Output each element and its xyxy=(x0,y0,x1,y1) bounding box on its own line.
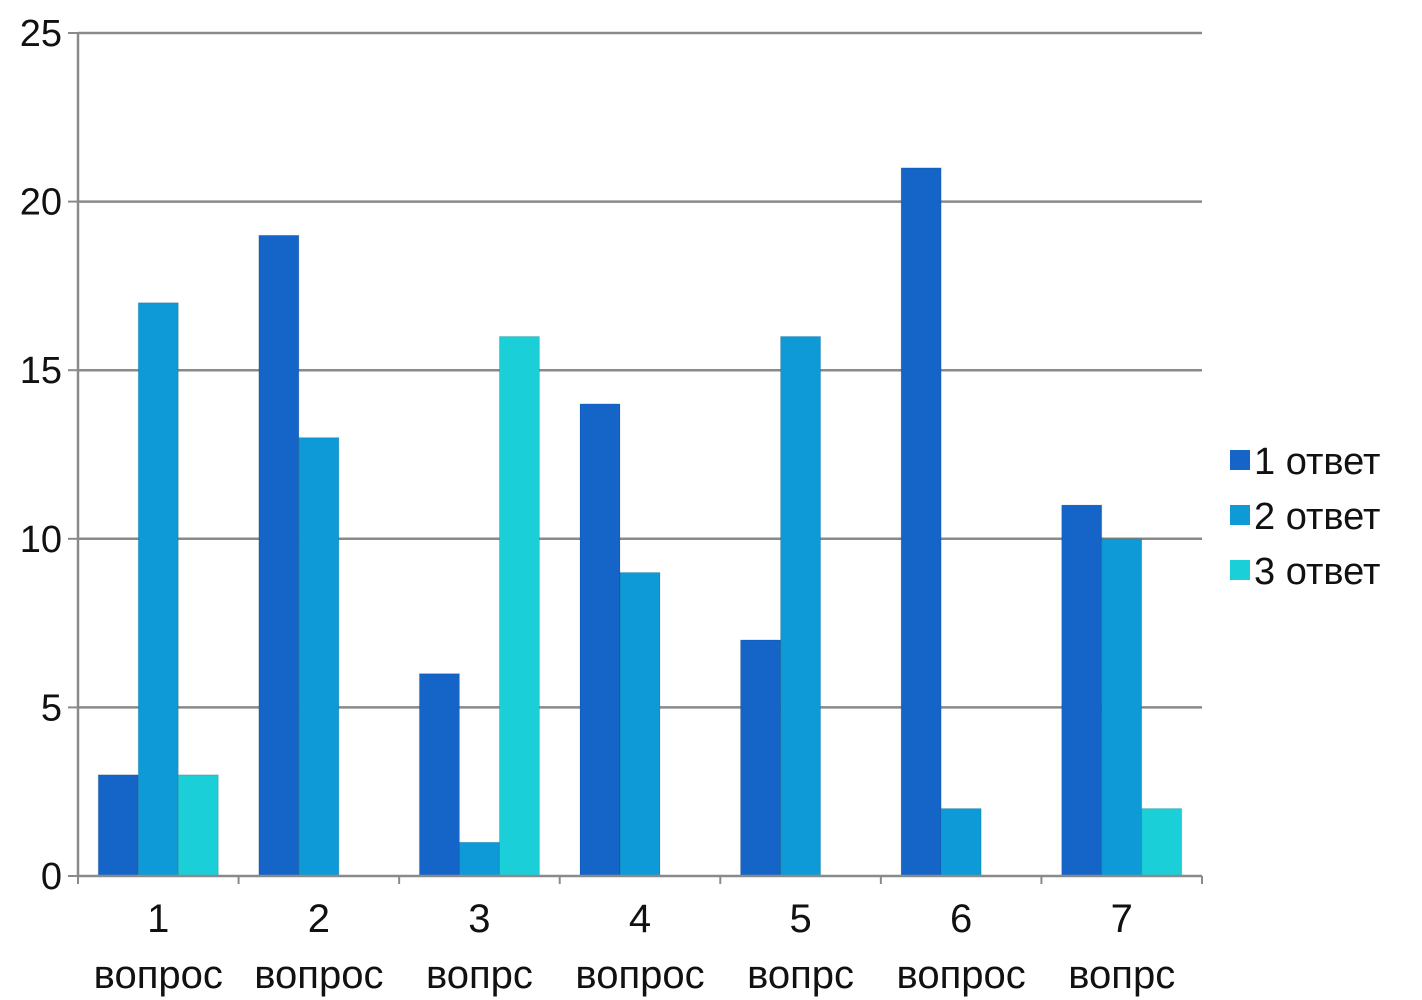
bar-2-2 xyxy=(298,437,340,877)
bar-3-3 xyxy=(498,335,540,877)
legend-label-2: 2 ответ xyxy=(1254,496,1380,538)
y-tick-label: 20 xyxy=(20,182,62,224)
y-tick-label: 5 xyxy=(41,687,62,729)
bar-1-2 xyxy=(137,302,179,877)
bars xyxy=(97,167,1183,877)
category-word-label: вопрс xyxy=(747,953,854,997)
category-number-label: 7 xyxy=(1111,897,1133,941)
category-word-label: вопрс xyxy=(426,953,533,997)
bar-7-3 xyxy=(1141,808,1183,877)
category-number-label: 4 xyxy=(629,897,651,941)
bar-1-1 xyxy=(97,774,139,877)
bar-4-2 xyxy=(619,572,661,877)
bar-5-2 xyxy=(780,335,822,877)
bar-6-1 xyxy=(900,167,942,877)
legend-swatch-3 xyxy=(1230,560,1250,580)
y-tick-label: 10 xyxy=(20,519,62,561)
category-word-label: вопрос xyxy=(897,953,1026,997)
category-number-label: 3 xyxy=(468,897,490,941)
category-word-label: вопрос xyxy=(254,953,383,997)
y-tick-label: 0 xyxy=(41,856,62,898)
y-tick-label: 15 xyxy=(20,350,62,392)
bar-5-1 xyxy=(740,639,782,877)
bar-6-2 xyxy=(940,808,982,877)
legend-swatch-1 xyxy=(1230,450,1250,470)
legend-swatch-2 xyxy=(1230,505,1250,525)
bar-7-2 xyxy=(1101,538,1143,877)
y-tick-label: 25 xyxy=(20,13,62,55)
category-number-label: 6 xyxy=(950,897,972,941)
category-number-label: 1 xyxy=(147,897,169,941)
y-tick-labels: 0 5 10 15 20 25 xyxy=(20,13,62,898)
axes xyxy=(68,32,1203,884)
bar-3-2 xyxy=(458,841,500,877)
bar-4-1 xyxy=(579,403,621,877)
bar-1-3 xyxy=(177,774,219,877)
category-number-label: 5 xyxy=(789,897,811,941)
category-number-label: 2 xyxy=(308,897,330,941)
category-word-label: вопрос xyxy=(94,953,223,997)
bar-3-1 xyxy=(418,673,460,877)
bar-2-1 xyxy=(258,234,300,877)
legend-label-3: 3 ответ xyxy=(1254,551,1380,593)
bar-7-1 xyxy=(1061,504,1103,877)
legend-label-1: 1 ответ xyxy=(1254,441,1380,483)
legend: 1 ответ 2 ответ 3 ответ xyxy=(1230,441,1380,593)
x-category-labels: 1 вопрос 2 вопрос 3 вопрс 4 вопрос 5 вопрс 6 вопрос… xyxy=(94,897,1176,997)
category-word-label: вопрос xyxy=(575,953,704,997)
category-word-label: вопрс xyxy=(1068,953,1175,997)
